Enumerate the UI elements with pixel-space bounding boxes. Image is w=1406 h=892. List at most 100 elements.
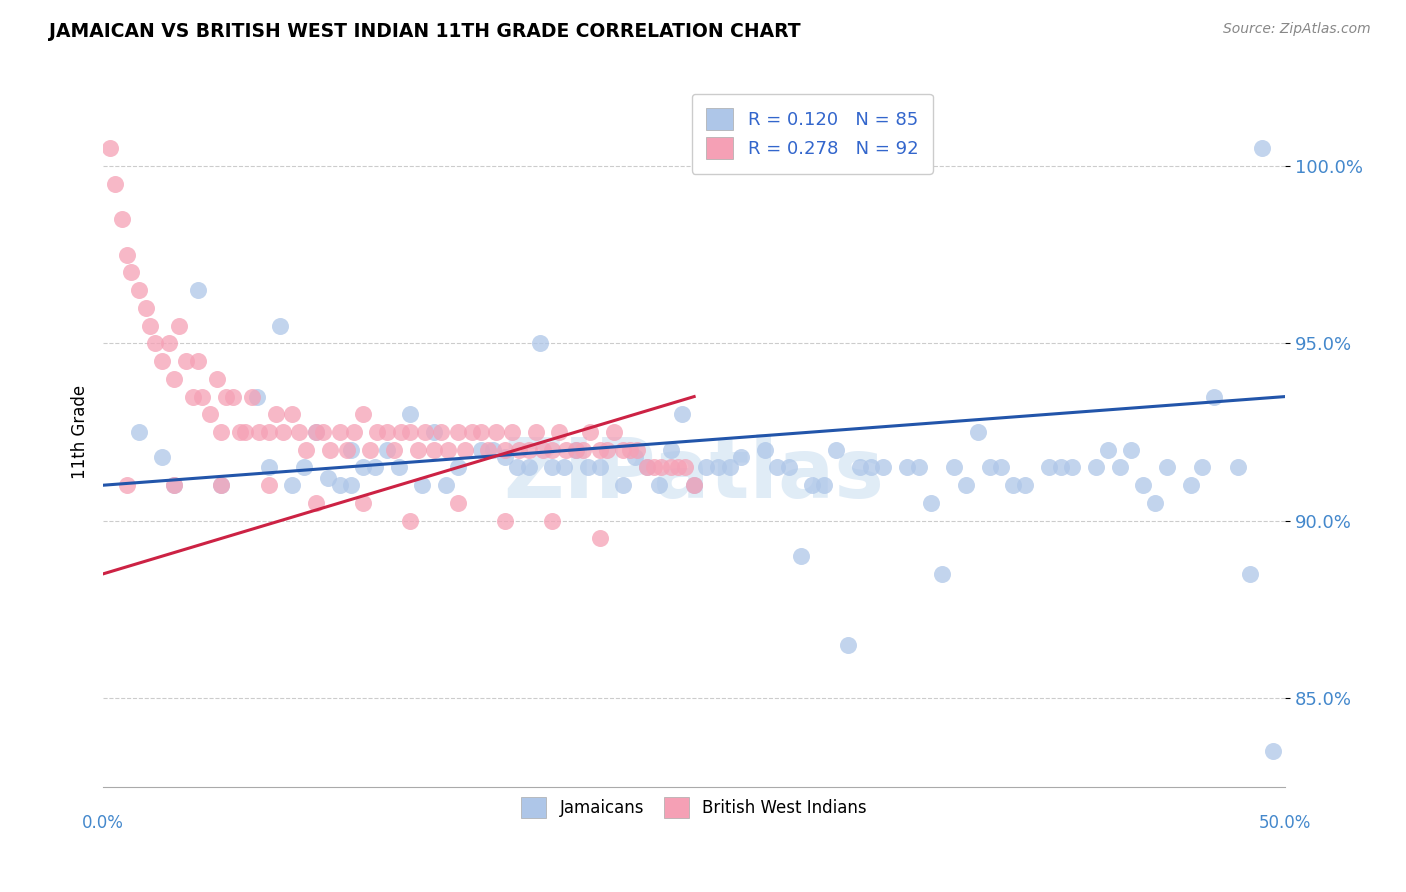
Point [316,471,339,485]
Point [707,460,730,475]
Point [399,514,422,528]
Point [484,425,506,439]
Point [666,460,689,475]
Point [139,318,162,333]
Point [150,354,173,368]
Point [659,460,682,475]
Point [1144,496,1167,510]
Point [121,265,143,279]
Point [1108,460,1130,475]
Point [671,407,693,421]
Point [229,425,252,439]
Point [813,478,835,492]
Point [1263,744,1285,758]
Point [531,442,554,457]
Point [579,425,602,439]
Point [115,248,138,262]
Point [135,301,157,315]
Point [1002,478,1025,492]
Point [508,442,530,457]
Text: ZIPatlas: ZIPatlas [503,434,884,515]
Point [187,354,209,368]
Point [789,549,811,563]
Point [257,460,280,475]
Point [447,425,470,439]
Point [423,425,446,439]
Point [683,478,706,492]
Point [896,460,918,475]
Text: 50.0%: 50.0% [1258,814,1312,832]
Point [209,478,232,492]
Point [494,514,516,528]
Point [163,478,186,492]
Point [612,442,634,457]
Point [150,450,173,464]
Point [115,478,138,492]
Point [375,442,398,457]
Point [979,460,1001,475]
Point [233,425,256,439]
Point [191,390,214,404]
Point [319,442,342,457]
Point [312,425,335,439]
Point [366,425,388,439]
Point [167,318,190,333]
Point [494,442,516,457]
Point [553,460,575,475]
Point [920,496,942,510]
Point [636,460,658,475]
Point [572,442,595,457]
Point [1191,460,1213,475]
Point [143,336,166,351]
Point [626,442,648,457]
Point [1239,566,1261,581]
Point [163,478,186,492]
Point [494,450,516,464]
Point [271,425,294,439]
Point [215,390,238,404]
Point [187,283,209,297]
Point [430,425,453,439]
Point [1049,460,1071,475]
Point [931,566,953,581]
Point [389,425,412,439]
Point [295,442,318,457]
Point [647,478,669,492]
Point [966,425,988,439]
Point [588,442,610,457]
Point [461,425,484,439]
Point [837,638,859,652]
Point [548,425,571,439]
Point [1062,460,1084,475]
Point [305,496,328,510]
Point [257,478,280,492]
Point [673,460,696,475]
Point [388,460,411,475]
Point [340,442,363,457]
Point [1226,460,1249,475]
Point [1097,442,1119,457]
Point [650,460,672,475]
Point [437,442,460,457]
Point [778,460,800,475]
Point [588,532,610,546]
Point [907,460,929,475]
Point [174,354,197,368]
Text: Source: ZipAtlas.com: Source: ZipAtlas.com [1223,22,1371,37]
Legend: Jamaicans, British West Indians: Jamaicans, British West Indians [515,790,873,824]
Y-axis label: 11th Grade: 11th Grade [72,385,89,479]
Point [470,442,492,457]
Point [555,442,578,457]
Point [352,460,374,475]
Point [595,442,617,457]
Point [482,442,505,457]
Point [292,460,315,475]
Point [619,442,641,457]
Point [264,407,287,421]
Point [1132,478,1154,492]
Point [423,442,446,457]
Point [990,460,1012,475]
Point [98,141,121,155]
Point [413,425,436,439]
Point [209,478,232,492]
